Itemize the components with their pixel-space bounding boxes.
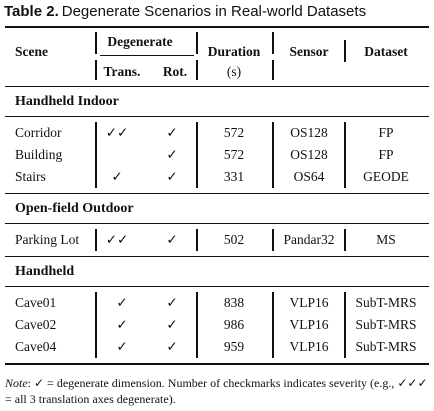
s3-bar-3: [272, 292, 274, 358]
note-label: Note: [5, 376, 28, 390]
degenerate-underline: [100, 55, 194, 56]
row-dataset: FP: [378, 125, 394, 140]
row-sensor: VLP16: [289, 339, 329, 354]
hdr-bar-2: [95, 60, 97, 80]
header-rot: Rot.: [162, 64, 188, 79]
hdr-bar-7: [344, 40, 346, 62]
row-rot: ✓: [166, 169, 178, 184]
section-rule: [5, 223, 429, 224]
row-trans: ✓: [116, 295, 128, 310]
row-scene: Cave01: [15, 295, 57, 310]
section-title: Handheld: [15, 264, 75, 279]
row-duration: 986: [223, 317, 245, 332]
row-scene: Cave04: [15, 339, 57, 354]
row-duration: 502: [223, 232, 245, 247]
row-rot: ✓: [166, 147, 178, 162]
table-caption: Table 2. Degenerate Scenarios in Real-wor…: [4, 3, 366, 21]
row-sensor: OS64: [293, 169, 325, 184]
row-scene: Building: [15, 147, 63, 162]
s1-bar-2: [196, 122, 198, 188]
caption-label: Table 2.: [4, 3, 59, 20]
section-title: Open-field Outdoor: [15, 201, 134, 216]
row-scene: Parking Lot: [15, 232, 80, 247]
s3-bar-2: [196, 292, 198, 358]
row-rot: ✓: [166, 339, 178, 354]
row-scene: Stairs: [15, 169, 46, 184]
hdr-bar-4: [196, 60, 198, 80]
section-bottom-rule: [5, 256, 429, 257]
row-sensor: OS128: [290, 125, 328, 140]
s1-bar-3: [272, 122, 274, 188]
header-bottom-rule: [5, 86, 429, 87]
row-duration: 572: [223, 147, 245, 162]
header-trans: Trans.: [103, 64, 141, 79]
row-dataset: MS: [376, 232, 396, 247]
s2-bar-3: [272, 229, 274, 251]
header-duration-unit: (s): [226, 64, 242, 79]
row-scene: Cave02: [15, 317, 57, 332]
s3-bar-4: [344, 292, 346, 358]
hdr-bar-3: [196, 32, 198, 54]
row-sensor: VLP16: [289, 295, 329, 310]
row-sensor: OS128: [290, 147, 328, 162]
row-dataset: SubT-MRS: [355, 317, 417, 332]
row-dataset: FP: [378, 147, 394, 162]
row-sensor: Pandar32: [283, 232, 335, 247]
s2-bar-1: [95, 229, 97, 251]
header-scene: Scene: [15, 44, 48, 59]
row-dataset: GEODE: [363, 169, 409, 184]
s3-bar-1: [95, 292, 97, 358]
s1-bar-1: [95, 122, 97, 188]
header-sensor: Sensor: [289, 44, 329, 59]
hdr-bar-5: [272, 32, 274, 54]
row-sensor: VLP16: [289, 317, 329, 332]
row-duration: 838: [223, 295, 245, 310]
bottom-rule: [5, 363, 429, 365]
row-trans: ✓✓: [105, 125, 129, 140]
hdr-bar-6: [272, 60, 274, 80]
row-trans: ✓: [116, 339, 128, 354]
row-scene: Corridor: [15, 125, 62, 140]
row-duration: 331: [223, 169, 245, 184]
header-dataset: Dataset: [364, 44, 408, 59]
row-rot: ✓: [166, 232, 178, 247]
row-rot: ✓: [166, 125, 178, 140]
row-duration: 959: [223, 339, 245, 354]
s2-bar-2: [196, 229, 198, 251]
header-duration: Duration: [207, 44, 261, 59]
section-rule: [5, 116, 429, 117]
section-bottom-rule: [5, 193, 429, 194]
header-degenerate: Degenerate: [107, 34, 173, 49]
note-text: : ✓ = degenerate dimension. Number of ch…: [5, 376, 428, 406]
row-dataset: SubT-MRS: [355, 339, 417, 354]
row-trans: ✓: [116, 317, 128, 332]
table-note: Note: ✓ = degenerate dimension. Number o…: [5, 375, 429, 407]
row-duration: 572: [223, 125, 245, 140]
row-rot: ✓: [166, 317, 178, 332]
section-title: Handheld Indoor: [15, 94, 119, 109]
section-rule: [5, 286, 429, 287]
s2-bar-4: [344, 229, 346, 251]
row-trans: ✓: [111, 169, 123, 184]
top-rule: [5, 26, 429, 28]
hdr-bar-1: [95, 32, 97, 54]
row-trans: ✓✓: [105, 232, 129, 247]
caption-text: Degenerate Scenarios in Real-world Datas…: [61, 3, 367, 20]
s1-bar-4: [344, 122, 346, 188]
row-rot: ✓: [166, 295, 178, 310]
row-dataset: SubT-MRS: [355, 295, 417, 310]
